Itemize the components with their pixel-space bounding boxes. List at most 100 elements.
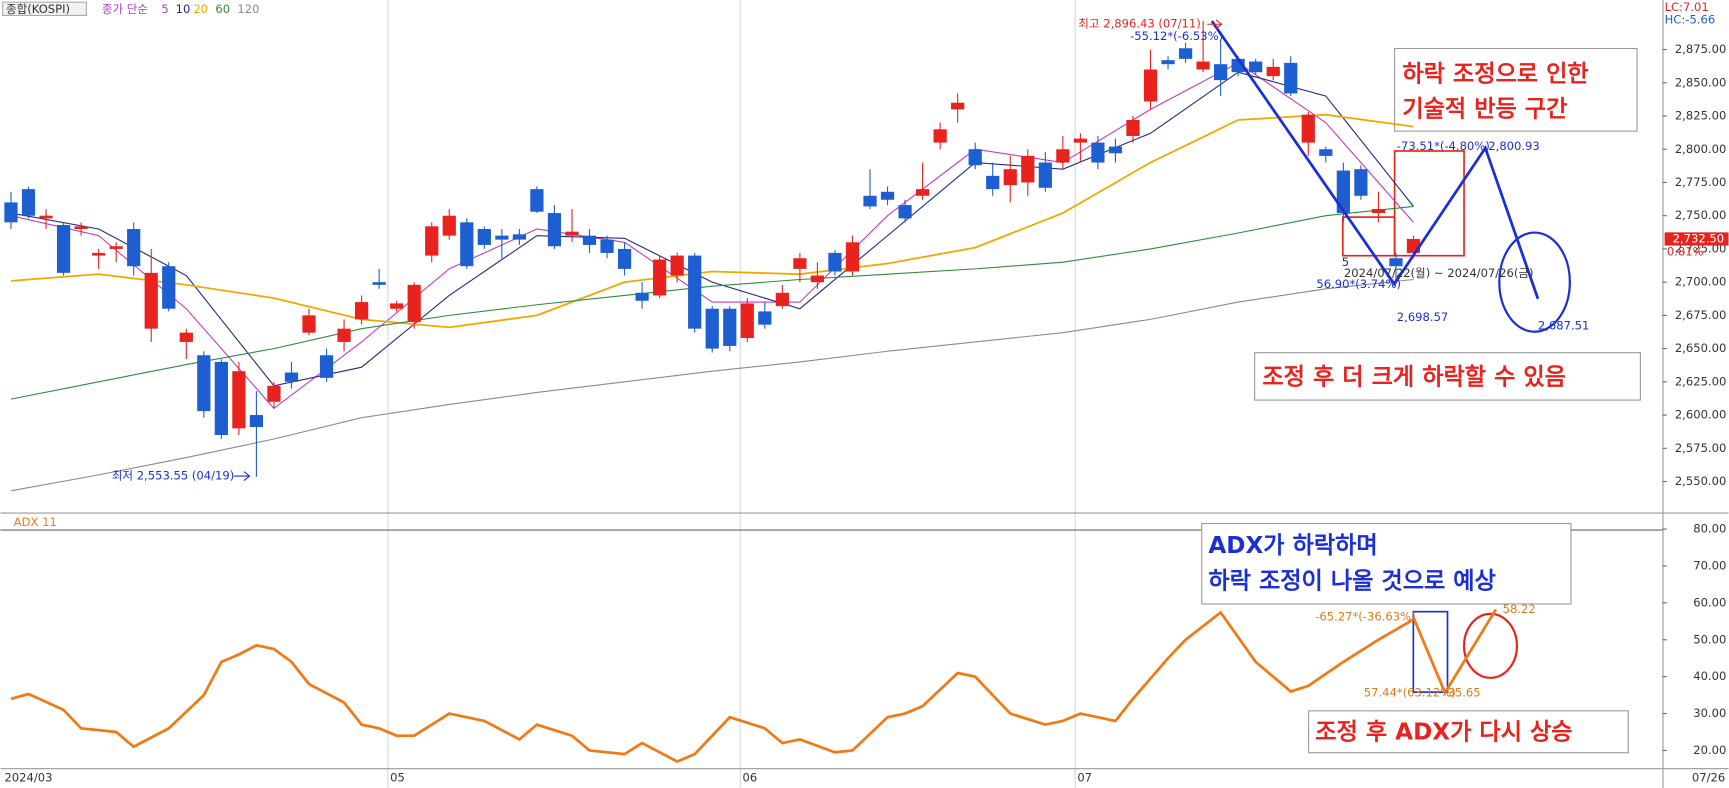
ma-line [10,205,1414,400]
candle-body [442,215,456,236]
candle-body [144,272,158,329]
lc-label: LC:7.01 [1665,0,1709,14]
candle-body [898,205,912,219]
candle-body [915,189,930,196]
candle-body [1056,149,1070,163]
candle-body [1249,61,1263,73]
candle-body [302,315,316,333]
candle-body [337,328,351,342]
candle-body [951,102,965,110]
candle-body [565,231,579,236]
candle-body [1108,146,1123,154]
candle-body [845,242,860,272]
y-tick-label: 80.00 [1693,522,1726,536]
y-tick-label: 30.00 [1693,706,1726,720]
candle-body [109,246,123,249]
candle-body [688,255,702,329]
y-tick-label: 20.00 [1693,743,1726,757]
annotation: -65.27*(-36.63%) [1315,610,1415,624]
candle-body [1178,48,1193,59]
annotation: 2024/07/22(월) ~ 2024/07/26(금) [1344,266,1534,280]
ma-line [10,278,1414,492]
callout-text: 하락 조정이 나올 것으로 예상 [1208,568,1496,594]
candle-body [390,303,404,309]
trend-line [1412,608,1498,696]
candle-body [56,225,71,273]
x-tick-label: 2024/03 [4,771,52,785]
ma-line [10,113,1414,329]
end-date-label: 07/26 [1692,771,1725,785]
y-tick-label: 2,675.00 [1675,308,1727,322]
candle-body [705,308,719,349]
x-tick-label: 07 [1077,771,1092,785]
candle-body [1319,149,1333,156]
candle-body [1336,170,1350,214]
candle-body [460,222,474,267]
candle-body [1038,162,1052,188]
candle-body [1021,155,1035,183]
annotation: 5 [1342,255,1349,269]
y-tick-label: 2,825.00 [1675,109,1727,123]
callout-box [1254,352,1641,401]
candle-body [1196,61,1210,70]
candle-body [477,228,491,245]
candle-body [354,302,369,320]
y-tick-label: 2,775.00 [1675,175,1727,189]
candle-body [1143,69,1158,102]
callout-text: 기술적 반등 구간 [1402,97,1567,123]
y-tick-label: 2,575.00 [1675,441,1727,455]
annotation: 2,687.51 [1538,319,1589,333]
candle-body [407,284,421,323]
candle-body [319,355,334,378]
candle-body [284,372,299,382]
candle-body [740,303,754,338]
y-tick-label: 2,600.00 [1675,408,1727,422]
callout-box [1201,522,1572,605]
chart-title: 종합(KOSPI) [6,2,70,16]
y-tick-label: 2,625.00 [1675,374,1727,388]
candle-body [74,226,88,229]
change-label: 0.81% [1667,245,1704,259]
y-tick-label: 2,800.00 [1675,142,1727,156]
annotation-arrow [234,471,251,481]
y-tick-label: 40.00 [1693,669,1726,683]
candle-body [162,266,176,309]
ma-line [10,71,1414,387]
candle-body [986,175,1000,190]
legend-entry: 60 [215,2,230,16]
annotation: 2,698.57 [1397,310,1449,324]
legend-entry: 10 [176,2,191,16]
x-tick-label: 05 [390,771,405,785]
candle-body [880,191,895,200]
candle-body [758,311,772,325]
last-price-label: 2,732.50 [1673,231,1724,245]
candle-body [863,195,877,207]
candle-body [1161,60,1175,65]
y-tick-label: 2,750.00 [1675,208,1727,222]
candle-body [1091,142,1105,163]
candle-body [775,292,789,307]
annotation: 최고 2,896.43 (07/11) [1078,17,1200,31]
annotation: 58.22 [1503,602,1536,616]
y-tick-label: 2,875.00 [1675,42,1727,56]
annotation: -55.12*(-6.53%) [1130,29,1223,43]
candle-body [512,234,526,240]
candle-body [1354,169,1368,196]
highlight-ellipse [1462,612,1519,679]
y-tick-label: 2,700.00 [1675,275,1727,289]
ma-label: 종가 단순 [102,2,149,16]
candle-body [723,308,737,346]
annotation: 57.44*(63.12%) [1364,686,1456,700]
callout-text: 하락 조정으로 인한 [1402,61,1588,87]
candle-body [670,255,684,276]
candle-body [4,202,18,223]
candle-body [810,275,825,283]
callout-text: ADX가 하락하며 [1208,533,1377,559]
candle-body [968,149,982,166]
candle-body [249,415,264,428]
candle-body [495,235,509,240]
candle-body [1214,64,1228,81]
callout-text: 조정 후 ADX가 다시 상승 [1315,719,1572,745]
annotation-arrow [1207,19,1223,30]
